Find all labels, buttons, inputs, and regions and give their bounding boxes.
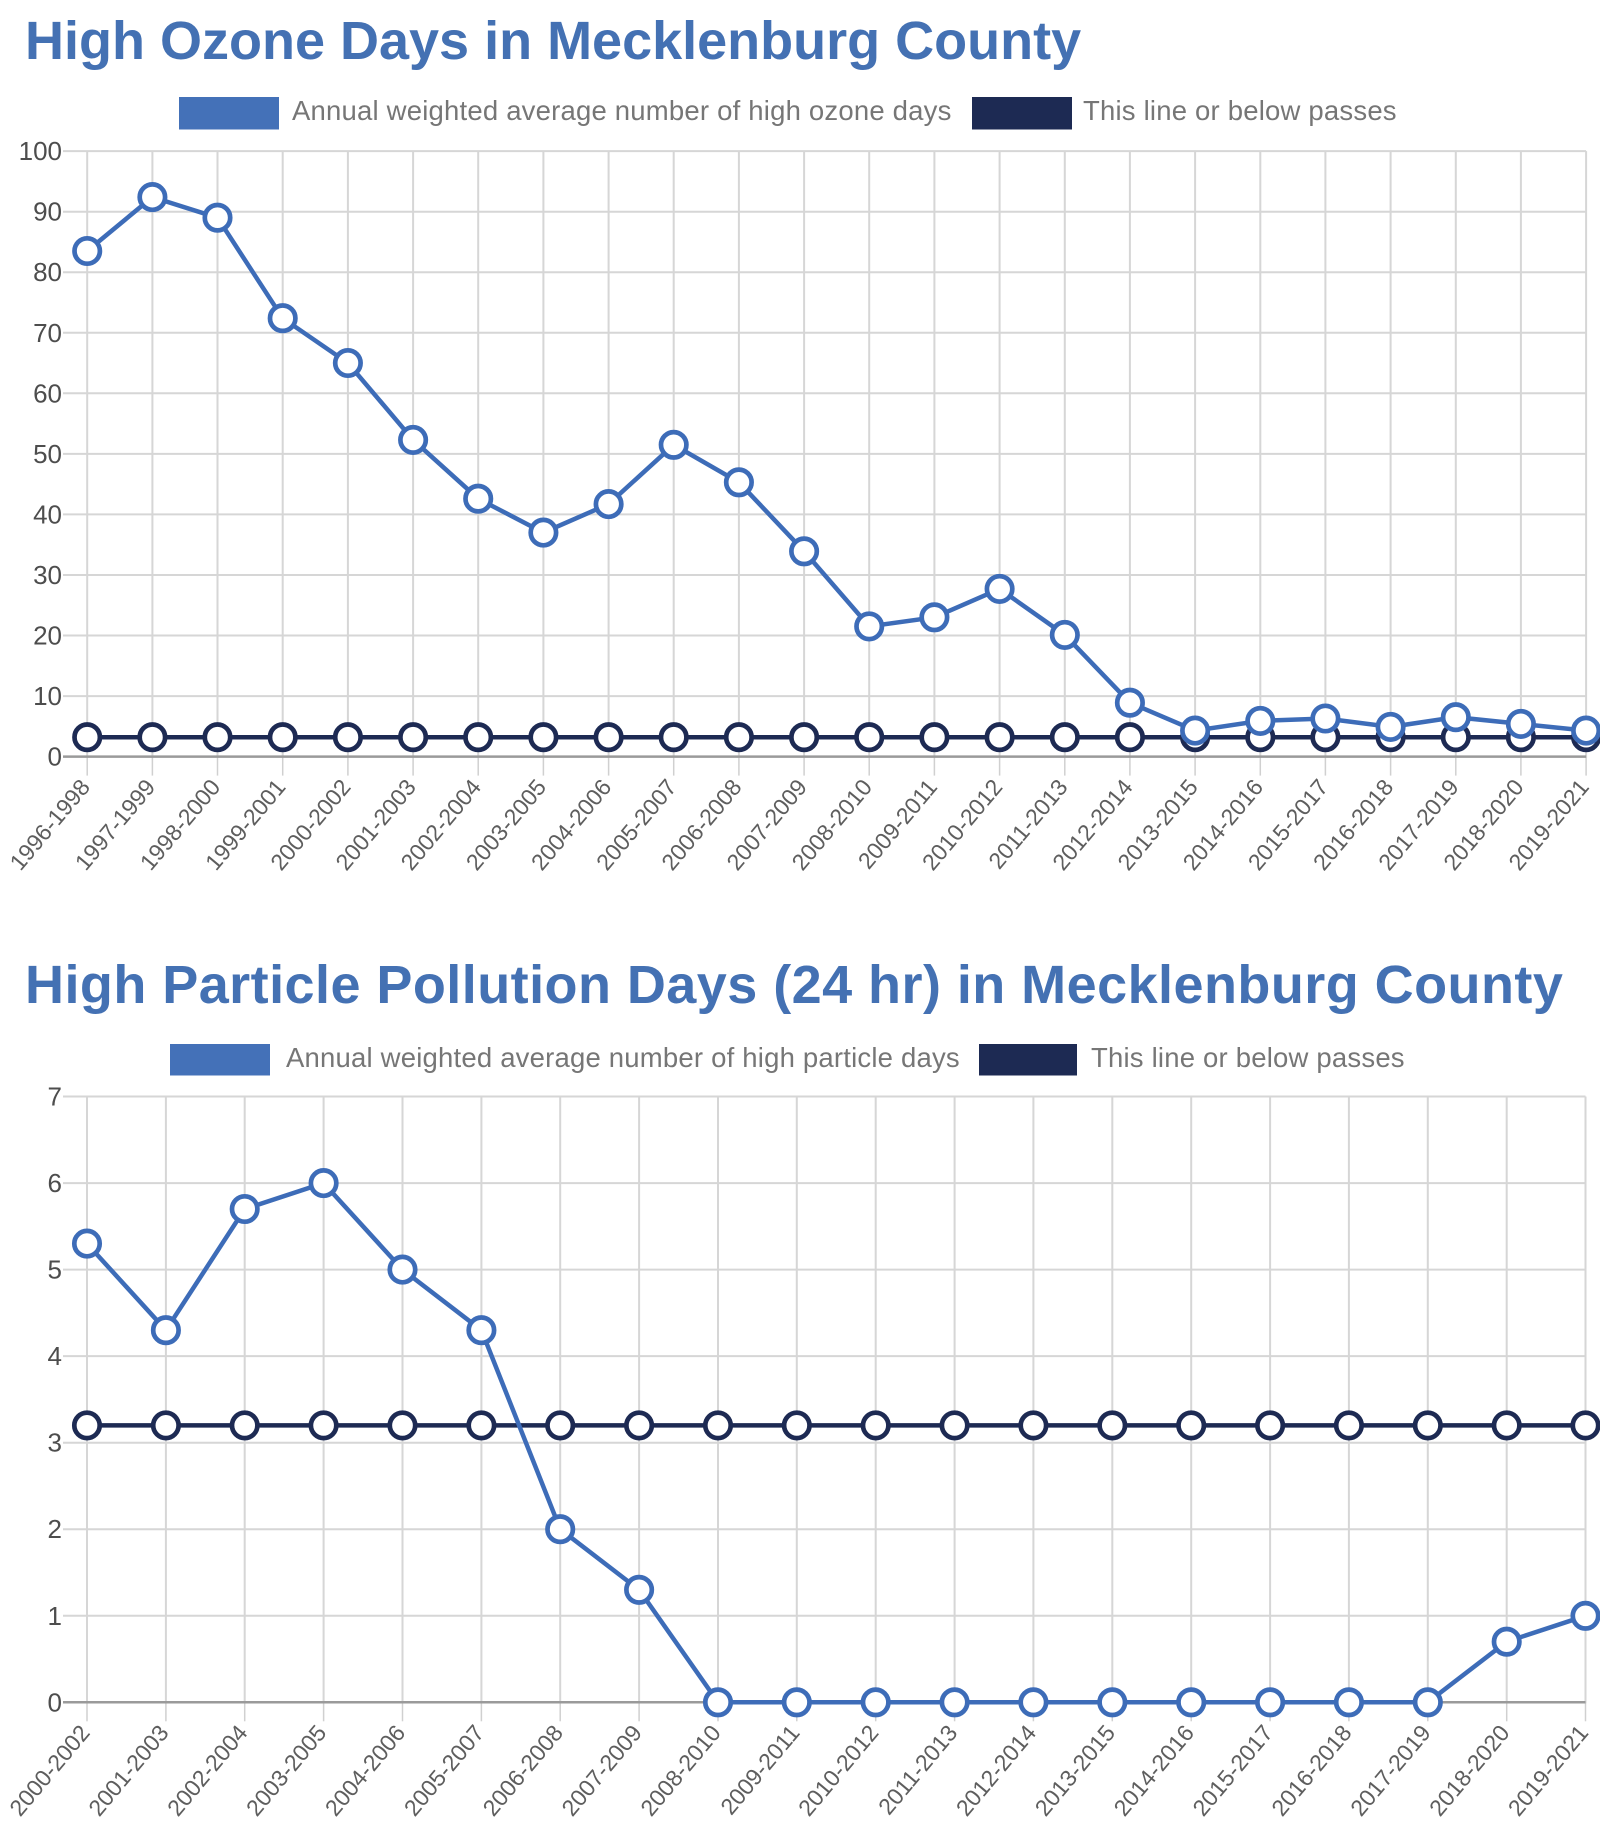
svg-text:Annual weighted average number: Annual weighted average number of high p…: [286, 1042, 960, 1073]
svg-text:40: 40: [33, 499, 62, 529]
svg-text:100: 100: [19, 136, 62, 166]
svg-text:3: 3: [48, 1428, 62, 1458]
svg-text:30: 30: [33, 560, 62, 590]
svg-text:2: 2: [48, 1514, 62, 1544]
svg-text:1: 1: [48, 1601, 62, 1631]
svg-text:80: 80: [33, 257, 62, 287]
svg-text:High Particle Pollution Days (: High Particle Pollution Days (24 hr) in …: [25, 955, 1563, 1015]
svg-text:20: 20: [33, 621, 62, 651]
svg-text:0: 0: [48, 742, 62, 772]
svg-text:70: 70: [33, 318, 62, 348]
svg-text:50: 50: [33, 439, 62, 469]
svg-text:10: 10: [33, 681, 62, 711]
svg-text:4: 4: [48, 1341, 62, 1371]
svg-text:6: 6: [48, 1168, 62, 1198]
svg-text:7: 7: [48, 1082, 62, 1112]
svg-text:5: 5: [48, 1255, 62, 1285]
svg-text:High Ozone Days in Mecklenburg: High Ozone Days in Mecklenburg County: [25, 11, 1081, 71]
svg-text:60: 60: [33, 378, 62, 408]
svg-text:Annual weighted average number: Annual weighted average number of high o…: [292, 95, 952, 126]
svg-text:This line or below passes: This line or below passes: [1083, 95, 1397, 126]
svg-text:This line or below passes: This line or below passes: [1091, 1042, 1405, 1073]
svg-text:90: 90: [33, 197, 62, 227]
svg-text:0: 0: [48, 1687, 62, 1717]
